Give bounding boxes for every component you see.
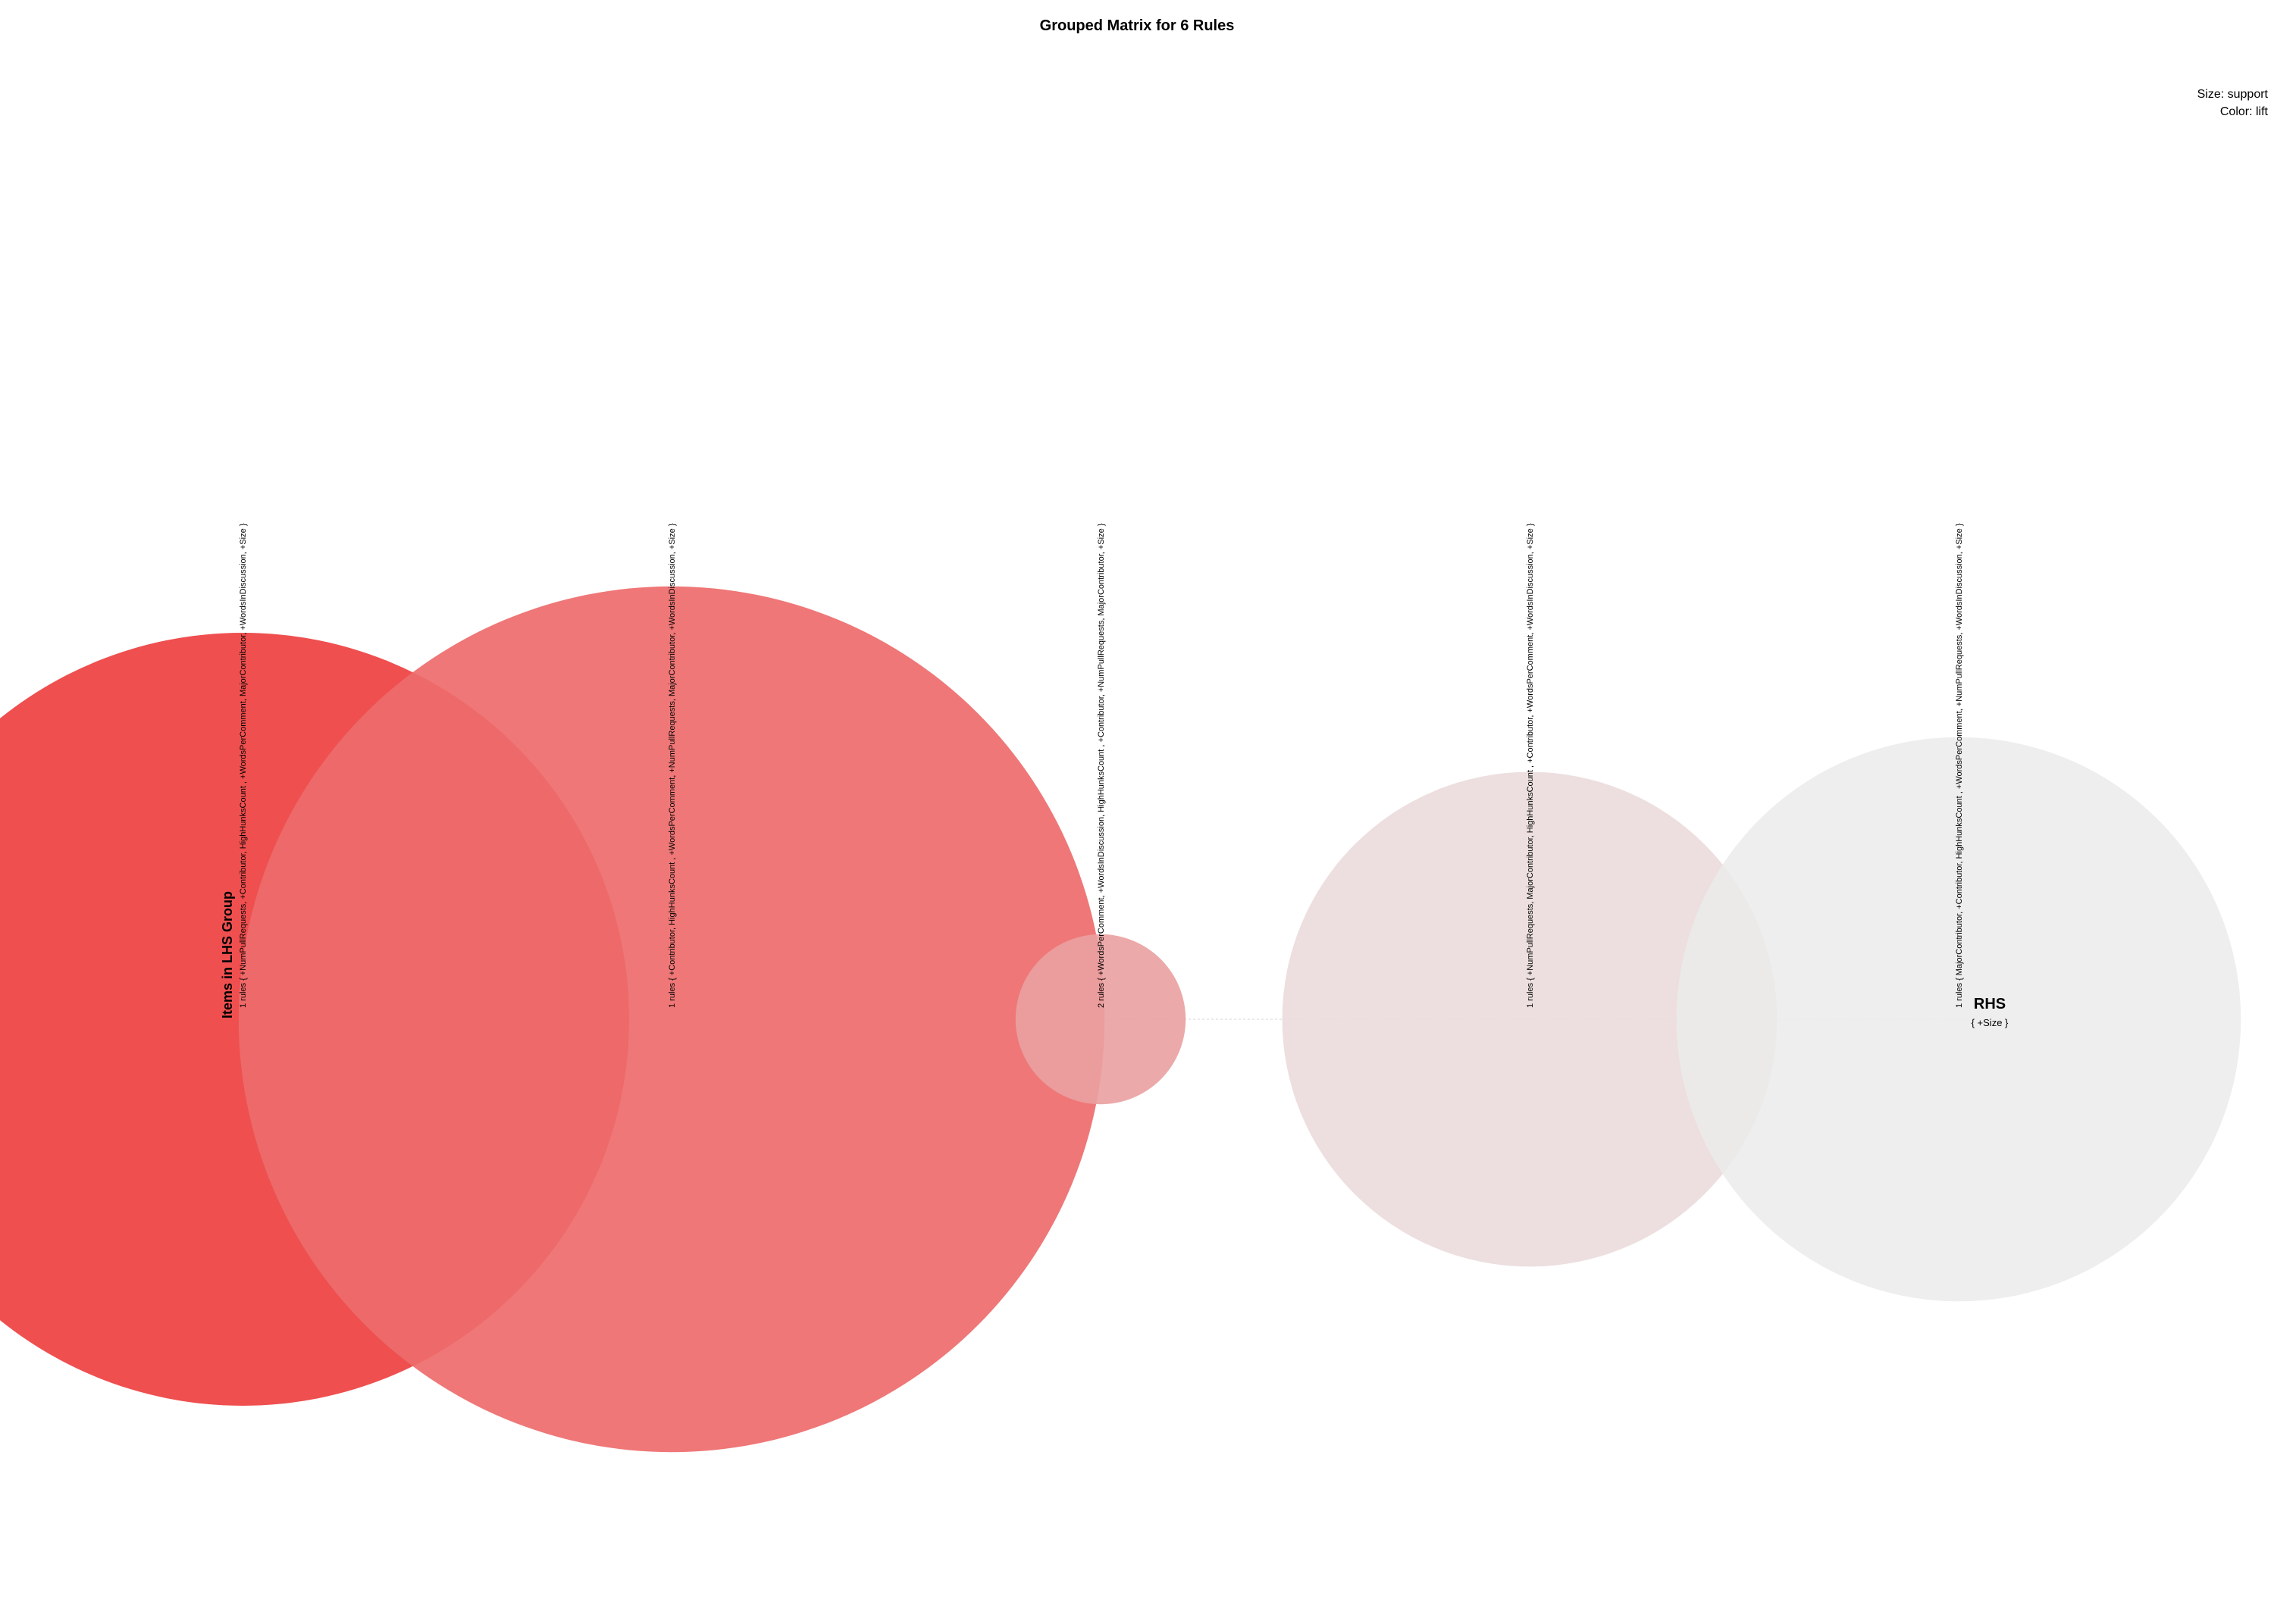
- group-label-1: 1 rules { +NumPullRequests, +Contributor…: [239, 523, 248, 1008]
- group-label-4: 1 rules { +NumPullRequests, MajorContrib…: [1526, 523, 1535, 1008]
- chart-title: Grouped Matrix for 6 Rules: [1040, 17, 1235, 34]
- group-label-3: 2 rules { +WordsPerComment, +WordsInDisc…: [1097, 523, 1106, 1008]
- rhs-item-label: { +Size }: [1972, 1017, 2009, 1028]
- bubble-group-4: [1282, 771, 1778, 1267]
- group-label-2: 1 rules { +Contributor, HighHunksCount ,…: [668, 523, 677, 1008]
- group-label-layer: 1 rules { +NumPullRequests, +Contributor…: [239, 523, 1964, 1008]
- bubble-layer: [0, 586, 2241, 1453]
- rhs-axis-title: RHS: [1974, 996, 2006, 1012]
- group-label-5: 1 rules { MajorContributor, +Contributor…: [1955, 523, 1964, 1008]
- bubble-group-2: [238, 586, 1105, 1453]
- bubble-group-5: [1676, 737, 2241, 1302]
- legend-color-label: Color: lift: [2220, 105, 2269, 118]
- x-axis-title: Items in LHS Group: [220, 891, 235, 1019]
- bubble-group-3: [1015, 934, 1186, 1105]
- legend-size-label: Size: support: [2197, 88, 2269, 101]
